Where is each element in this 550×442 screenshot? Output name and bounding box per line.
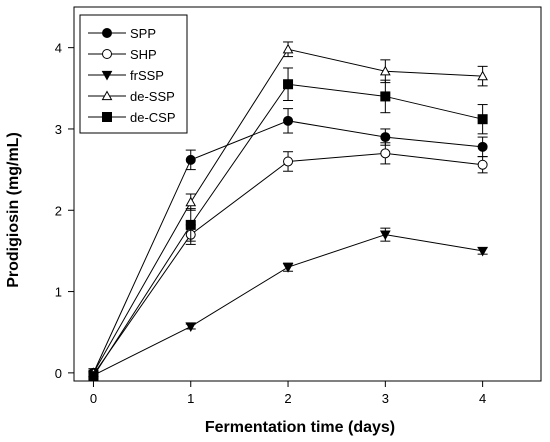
legend-marker (102, 28, 112, 38)
y-tick-label: 2 (55, 203, 62, 218)
legend-marker (101, 70, 113, 81)
data-point (477, 70, 488, 81)
data-point (477, 141, 488, 152)
y-axis-title: Prodigiosin (mg/mL) (5, 132, 22, 288)
legend-label: frSSP (130, 68, 164, 83)
legend-marker (102, 49, 112, 59)
data-point (380, 91, 391, 102)
series-SPP (88, 108, 488, 378)
data-point (283, 115, 294, 126)
data-point (477, 159, 488, 170)
series-line (93, 234, 483, 376)
data-point (185, 219, 196, 230)
data-point (185, 154, 196, 165)
legend-label: SHP (130, 47, 157, 62)
x-tick-label: 3 (382, 391, 389, 406)
data-point (282, 263, 294, 273)
data-point (282, 43, 294, 54)
legend-label: de-CSP (130, 110, 176, 125)
x-tick-label: 4 (479, 391, 486, 406)
y-tick-label: 0 (55, 366, 62, 381)
series-frSSP (88, 227, 488, 381)
x-tick-label: 1 (187, 391, 194, 406)
data-point (379, 65, 391, 76)
legend-marker (101, 90, 113, 101)
x-axis-title: Fermentation time (days) (205, 419, 395, 436)
plot-frame (73, 6, 542, 382)
x-tick-label: 2 (284, 391, 291, 406)
legend-marker (102, 112, 112, 122)
legend-label: SPP (130, 26, 156, 41)
data-point (283, 79, 294, 90)
series-layer (88, 41, 488, 382)
axes: 0 1 2 3 4 0 1 2 3 4 (55, 6, 542, 406)
data-point (379, 230, 391, 241)
series-de-CSP (88, 67, 488, 382)
y-tick-label: 4 (55, 41, 62, 56)
data-point (380, 132, 391, 143)
data-point (88, 371, 99, 382)
data-point (477, 114, 488, 125)
legend-label: de-SSP (130, 89, 175, 104)
legend: SPP SHP frSSP de-SSP de-CSP (79, 14, 188, 134)
data-point (477, 246, 488, 257)
y-tick-label: 3 (55, 122, 62, 137)
x-tick-label: 0 (90, 391, 97, 406)
data-point (185, 196, 197, 207)
data-point (380, 148, 391, 159)
y-tick-label: 1 (55, 285, 62, 300)
series-SHP (88, 142, 488, 380)
data-point (283, 156, 294, 167)
legend-box (79, 14, 188, 134)
data-point (185, 322, 197, 333)
